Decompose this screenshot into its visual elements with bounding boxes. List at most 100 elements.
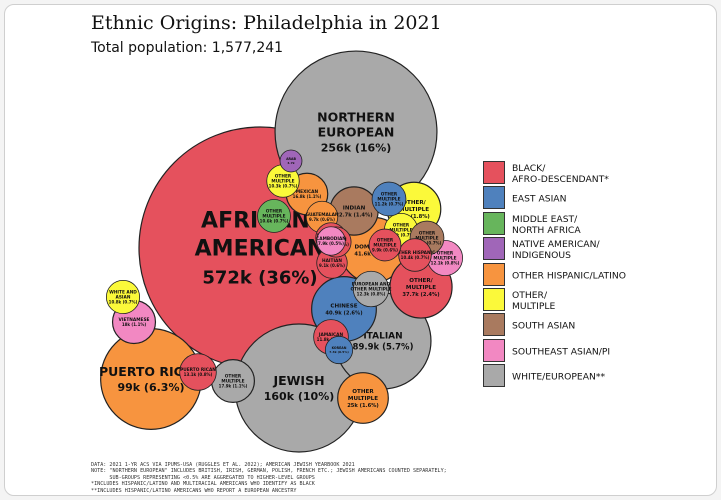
bubble-label: MEXICAN xyxy=(296,189,319,195)
legend-item: EAST ASIAN xyxy=(483,186,663,212)
bubble: NORTHERN EUROPEAN 256k (16%) xyxy=(274,50,438,214)
bubble-label: PUERTO RICAN xyxy=(99,364,203,379)
bubble-value: 99k (6.3%) xyxy=(117,381,184,394)
bubble-value: 10.4k (0.7%) xyxy=(401,255,430,260)
bubble-value: 7.9k (0.5%) xyxy=(318,241,344,246)
bubble-value: 10.8k (0.7%) xyxy=(387,233,416,238)
legend-swatch xyxy=(483,262,505,286)
legend-label: OTHER HISPANIC/LATINO xyxy=(512,270,626,282)
chart-title: Ethnic Origins: Philadelphia in 2021 xyxy=(91,12,442,34)
bubble-value: 10.3k (0.7%) xyxy=(269,184,298,189)
note-line: **INCLUDES HISPANIC/LATINO AMERICANS WHO… xyxy=(91,487,297,494)
bubble-value: 16.8k (1.1%) xyxy=(293,194,322,199)
bubble-label: OTHER/MULTIPLE xyxy=(406,278,436,291)
bubble-value: 37.7k (2.4%) xyxy=(402,292,439,298)
legend-item: SOUTH ASIAN xyxy=(483,313,663,339)
legend-label: BLACK/ AFRO-DESCENDANT* xyxy=(512,163,609,185)
legend-label: MIDDLE EAST/ NORTH AFRICA xyxy=(512,213,581,236)
bubble-circle xyxy=(105,279,141,315)
bubble-label: VIETNAMESE xyxy=(119,317,150,323)
bubble-value: 572k (36%) xyxy=(202,268,317,289)
bubble-label: OTHER MULTIPLE xyxy=(221,374,244,385)
bubble-value: 11.2k (0.7%) xyxy=(375,202,404,207)
bubble-label: GUATEMALAN xyxy=(305,212,338,218)
bubble-circle xyxy=(179,353,217,391)
bubble-label: NORTHERN EUROPEAN xyxy=(317,109,395,139)
bubble-value: 160k (10%) xyxy=(264,390,335,403)
bubble-label: OTHER MULTIPLE xyxy=(348,389,378,402)
bubble-label: CHINESE xyxy=(330,304,357,310)
bubble-value: 28k (1.8%) xyxy=(398,214,430,220)
bubble-label: OTHER MULTIPLE xyxy=(271,174,294,185)
bubble-label: WHITE AND ASIAN xyxy=(109,290,137,301)
legend-swatch xyxy=(483,237,505,261)
legend-item: BLACK/ AFRO-DESCENDANT* xyxy=(483,161,663,187)
note-line: SUB-GROUPS REPRESENTING <0.5% ARE AGGREG… xyxy=(91,474,315,481)
legend-label: EAST ASIAN xyxy=(512,193,567,205)
legend-item: MIDDLE EAST/ NORTH AFRICA xyxy=(483,211,663,238)
legend-swatch xyxy=(483,364,505,388)
legend-label: SOUTHEAST ASIAN/PI xyxy=(512,346,611,358)
legend-swatch xyxy=(483,186,505,210)
legend-swatch xyxy=(483,288,505,311)
bubble-value: 4.7k xyxy=(287,161,295,165)
bubble-value: 12.3k (0.8%) xyxy=(357,292,386,297)
bubble-label: PUERTO RICAN xyxy=(180,367,216,373)
bubble-value: 256k (16%) xyxy=(321,141,392,154)
legend-item: OTHER HISPANIC/LATINO xyxy=(483,262,663,289)
bubble-label: OTHER MULTIPLE xyxy=(373,238,396,249)
bubble-label: HAITIAN xyxy=(322,258,342,264)
bubble-circle xyxy=(352,270,390,308)
bubble-circle xyxy=(337,372,389,424)
bubble-label: OTHER MULTIPLE xyxy=(415,231,438,242)
bubble-circle xyxy=(324,335,354,365)
legend-label: OTHER/ MULTIPLE xyxy=(512,290,556,312)
bubble-value: 10.8k (0.7%) xyxy=(109,300,138,305)
legend-item: NATIVE AMERICAN/ INDIGENOUS xyxy=(483,237,663,263)
bubble-label: ITALIAN xyxy=(363,332,402,342)
bubble-label: CAMBODIAN xyxy=(316,236,346,242)
bubble-value: 10.6k (0.7%) xyxy=(260,219,289,224)
bubble-circle xyxy=(371,181,407,217)
bubble-label: OTHER MULTIPLE xyxy=(389,223,412,234)
bubble-label: OTHER MULTIPLE xyxy=(377,192,400,203)
chart-subtitle: Total population: 1,577,241 xyxy=(91,40,284,56)
bubble-value: 11.2k (0.7%) xyxy=(413,241,442,246)
bubble-label: EUROPEAN AND OTHER MULTIPLE xyxy=(350,282,391,293)
bubble-label: INDIAN xyxy=(343,206,366,212)
source-notes: DATA: 2021 1-YR ACS VIA IPUMS-USA (RUGGL… xyxy=(91,462,531,494)
chart-frame: Ethnic Origins: Philadelphia in 2021 Tot… xyxy=(4,4,717,496)
bubble-circle xyxy=(279,149,303,173)
bubble-label: KOREAN xyxy=(332,346,347,350)
bubble-value: 9.9k (0.6%) xyxy=(372,248,398,253)
bubble-label: OTHER HISPANIC xyxy=(395,250,436,256)
legend-label: NATIVE AMERICAN/ INDIGENOUS xyxy=(512,239,600,262)
bubble-value: 12.1k (0.8%) xyxy=(431,261,460,266)
bubble-circle xyxy=(398,238,432,272)
legend-label: SOUTH ASIAN xyxy=(512,320,576,332)
legend-swatch xyxy=(483,338,505,362)
bubble-value: 9.7k (0.6%) xyxy=(309,217,335,222)
bubble-value: 22.7k (1.4%) xyxy=(335,212,372,218)
bubble-label: OTHER MULTIPLE xyxy=(262,209,285,220)
note-line: *INCLUDES HISPANIC/LATINO AND MULTIRACIA… xyxy=(91,481,315,488)
legend-item: WHITE/EUROPEAN** xyxy=(483,364,663,390)
bubble-circle xyxy=(368,228,402,262)
bubble-label: ARAB xyxy=(286,157,296,161)
bubble-value: 9.1k (0.6%) xyxy=(319,263,345,268)
bubble-value: 89.9k (5.7%) xyxy=(353,343,414,353)
bubble-label: OTHER MULTIPLE xyxy=(433,251,456,262)
legend-swatch xyxy=(483,161,505,184)
bubble-value: 25k (1.6%) xyxy=(347,403,379,409)
legend-swatch xyxy=(483,313,505,337)
bubble-label: JEWISH xyxy=(272,373,324,388)
